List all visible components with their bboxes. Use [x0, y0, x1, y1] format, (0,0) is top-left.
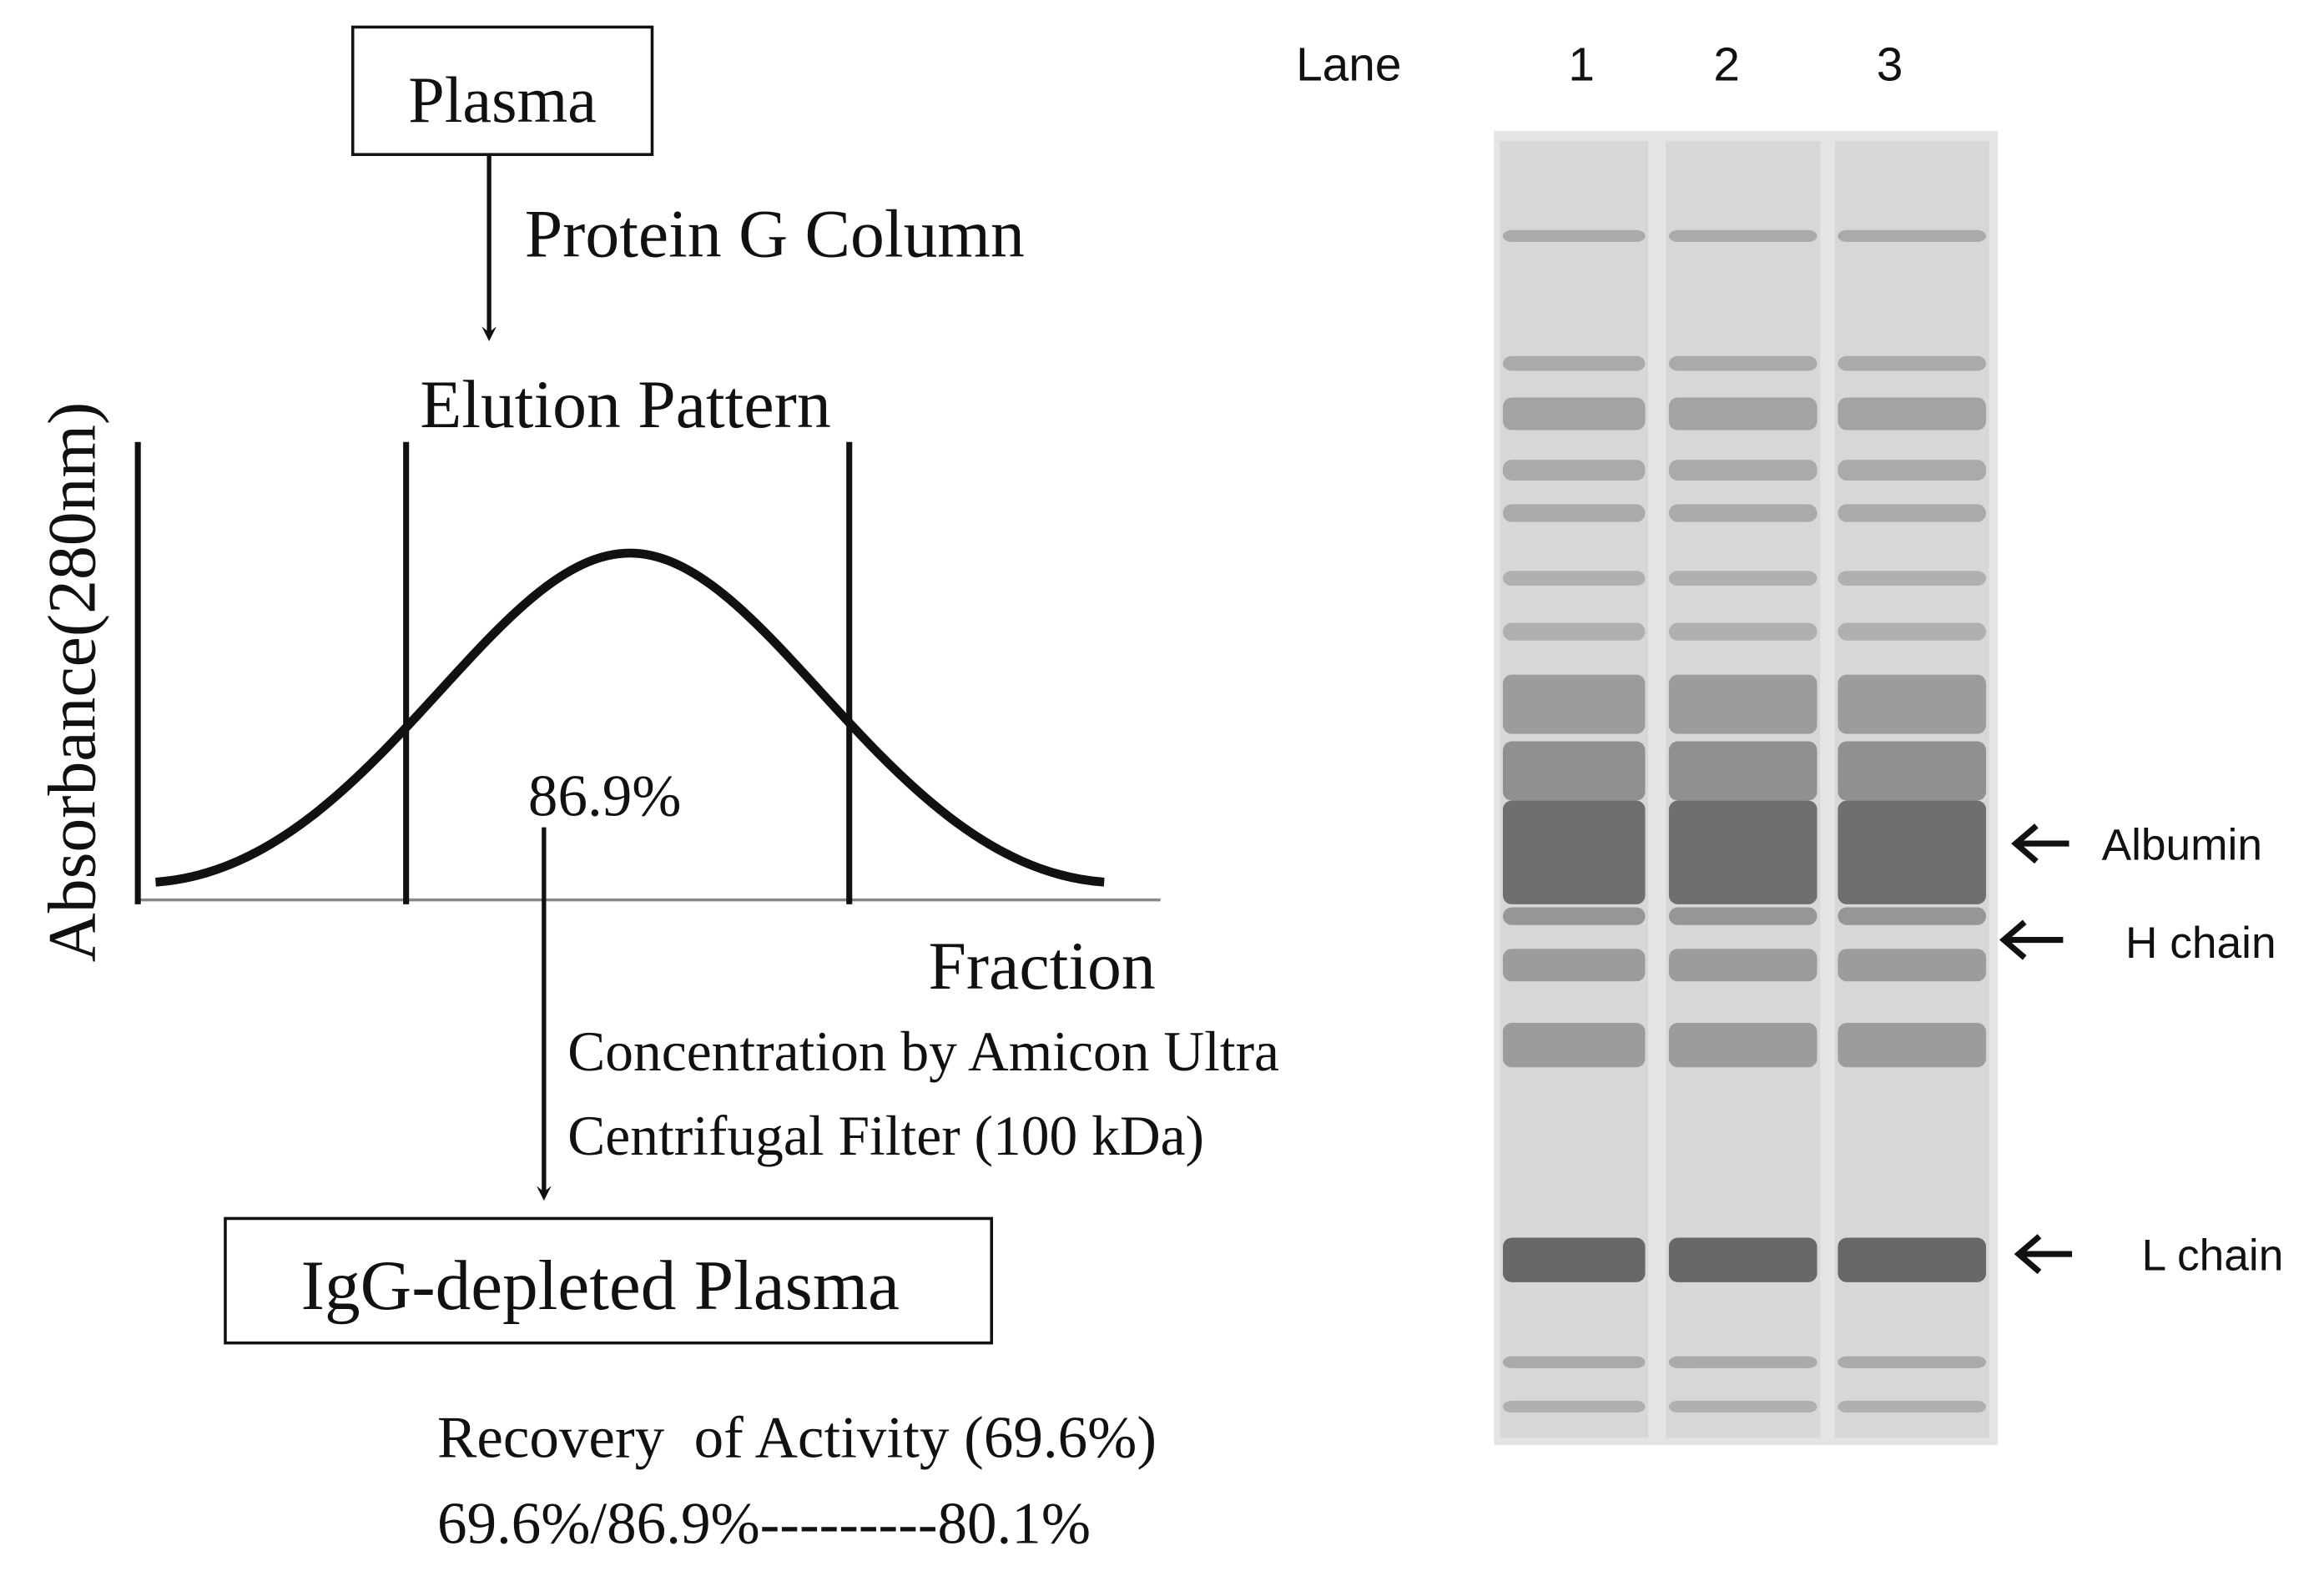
- recovery-text: 69.6%/86.9%---------80.1%: [437, 1491, 1091, 1556]
- gel-band: [1838, 741, 1987, 801]
- gel-band: [1838, 949, 1987, 982]
- gel-band: [1838, 1023, 1987, 1068]
- band-arrow: [1999, 919, 2064, 960]
- gel-band: [1503, 229, 1646, 242]
- gel-band: [1838, 907, 1987, 925]
- lane-label: 1: [1568, 38, 1595, 91]
- gel-band: [1838, 460, 1987, 481]
- gel-band: [1503, 622, 1646, 641]
- gel-band: [1838, 1356, 1987, 1368]
- gel-band: [1668, 355, 1817, 371]
- gel-band: [1503, 800, 1646, 904]
- band-label: H chain: [2125, 919, 2276, 968]
- band-arrow: [2014, 1234, 2073, 1275]
- gel-band: [1838, 571, 1987, 587]
- gel-band: [1668, 229, 1817, 242]
- gel-band: [1668, 571, 1817, 587]
- gel-band: [1503, 1023, 1646, 1068]
- step-label: Protein G Column: [525, 196, 1025, 272]
- gel-band: [1668, 1400, 1817, 1413]
- gel-band: [1668, 907, 1817, 925]
- gel-band: [1503, 907, 1646, 925]
- start-box: [350, 25, 654, 156]
- band-label: Albumin: [2102, 821, 2262, 870]
- gel-band: [1503, 1237, 1646, 1282]
- gel-band: [1838, 397, 1987, 431]
- gel-band: [1503, 1356, 1646, 1368]
- gel-band: [1503, 741, 1646, 801]
- end-label: IgG-depleted Plasma: [301, 1246, 900, 1325]
- band-arrow: [2011, 823, 2069, 864]
- gel-band: [1668, 800, 1817, 904]
- step-label: Centrifugal Filter (100 kDa): [567, 1105, 1204, 1167]
- gel-band: [1668, 741, 1817, 801]
- gel-band: [1838, 355, 1987, 371]
- gel-band: [1838, 674, 1987, 734]
- gel-band: [1668, 622, 1817, 641]
- gel-band: [1668, 1237, 1817, 1282]
- lane-label: 2: [1713, 38, 1740, 91]
- gel-band: [1503, 571, 1646, 587]
- gel-band: [1838, 229, 1987, 242]
- elution-curve: [155, 548, 1105, 887]
- gel-band: [1838, 622, 1987, 641]
- gel-band: [1668, 1023, 1817, 1068]
- gel-band: [1668, 1356, 1817, 1368]
- gel-band: [1668, 674, 1817, 734]
- x-axis-label: Fraction: [929, 928, 1156, 1004]
- gel-band: [1503, 674, 1646, 734]
- gel-band: [1503, 460, 1646, 481]
- gel-band: [1838, 504, 1987, 522]
- gel-band: [1503, 397, 1646, 431]
- recovery-text: Recovery of Activity (69.6%): [437, 1405, 1157, 1470]
- gel-band: [1668, 460, 1817, 481]
- gel-band: [1503, 949, 1646, 982]
- band-label: L chain: [2142, 1231, 2284, 1281]
- yield-label: 86.9%: [528, 763, 681, 828]
- y-axis-label: Absorbance(280nm): [34, 402, 110, 962]
- gel-band: [1838, 800, 1987, 904]
- start-label: Plasma: [408, 63, 597, 136]
- gel-band: [1503, 1400, 1646, 1413]
- gel-band: [1503, 355, 1646, 371]
- gel-band: [1503, 504, 1646, 522]
- band-arrows: [1999, 823, 2073, 1275]
- lane-header: Lane: [1296, 38, 1401, 91]
- gel-image: [1494, 130, 1999, 1446]
- gel-band: [1838, 1400, 1987, 1413]
- step-label: Concentration by Amicon Ultra: [567, 1020, 1279, 1083]
- gel-band: [1668, 397, 1817, 431]
- gel-band: [1668, 504, 1817, 522]
- gel-band: [1668, 949, 1817, 982]
- end-box: [224, 1216, 994, 1345]
- gel-band: [1838, 1237, 1987, 1282]
- elution-title: Elution Pattern: [420, 366, 830, 442]
- lane-label: 3: [1877, 38, 1903, 91]
